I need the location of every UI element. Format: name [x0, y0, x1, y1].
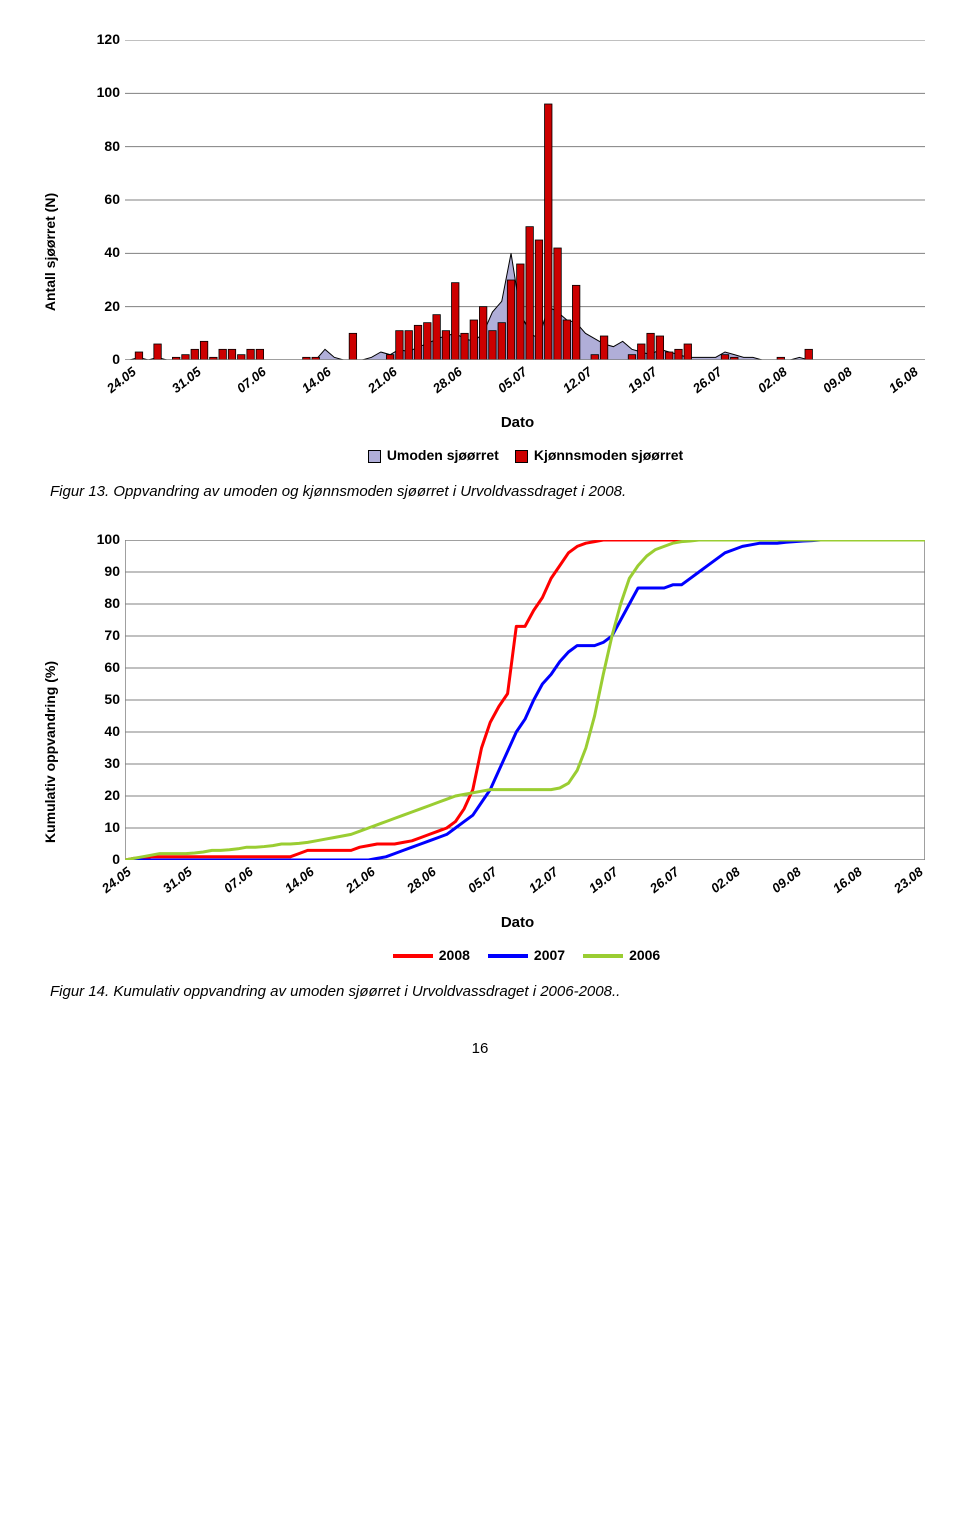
xtick-label: 23.08 — [891, 864, 926, 896]
xtick-label: 14.06 — [282, 864, 317, 896]
line-chart-xlabel: Dato — [125, 914, 910, 931]
ytick-label: 30 — [104, 755, 120, 771]
xtick-label: 09.08 — [820, 364, 855, 396]
xtick-label: 21.06 — [343, 864, 378, 896]
xtick-label: 09.08 — [769, 864, 804, 896]
xtick-label: 14.06 — [299, 364, 334, 396]
ytick-label: 70 — [104, 627, 120, 643]
legend-label: Kjønnsmoden sjøørret — [534, 447, 683, 463]
xtick-label: 12.07 — [525, 864, 560, 896]
ytick-label: 20 — [104, 298, 120, 314]
ytick-label: 100 — [97, 531, 120, 547]
xtick-label: 12.07 — [560, 364, 595, 396]
legend-line — [583, 954, 623, 958]
bar-chart-ylabel: Antall sjøørret (N) — [42, 192, 58, 310]
legend-line — [393, 954, 433, 958]
ytick-label: 80 — [104, 138, 120, 154]
legend-label: 2008 — [439, 947, 470, 963]
bar-chart-xticks: 24.0531.0507.0614.0621.0628.0605.0712.07… — [125, 360, 925, 410]
xtick-label: 02.08 — [708, 864, 743, 896]
legend-label: Umoden sjøørret — [387, 447, 499, 463]
ytick-label: 120 — [97, 31, 120, 47]
xtick-label: 24.05 — [99, 864, 134, 896]
figure-13-caption: Figur 13. Oppvandring av umoden og kjønn… — [50, 483, 910, 500]
xtick-label: 31.05 — [169, 364, 204, 396]
xtick-label: 16.08 — [830, 864, 865, 896]
line-chart-plot: 0102030405060708090100 — [125, 540, 925, 860]
xtick-label: 19.07 — [625, 364, 660, 396]
line-chart: Kumulativ oppvandring (%) 01020304050607… — [50, 540, 910, 963]
xtick-label: 05.07 — [465, 864, 500, 896]
ytick-label: 100 — [97, 84, 120, 100]
legend-swatch — [515, 450, 528, 463]
ytick-label: 20 — [104, 787, 120, 803]
bar-chart-legend: Umoden sjøørret Kjønnsmoden sjøørret — [125, 447, 910, 463]
ytick-label: 80 — [104, 595, 120, 611]
ytick-label: 50 — [104, 691, 120, 707]
bar-chart-plot: 020406080100120 — [125, 40, 925, 360]
xtick-label: 21.06 — [364, 364, 399, 396]
ytick-label: 90 — [104, 563, 120, 579]
line-chart-ylabel: Kumulativ oppvandring (%) — [42, 661, 58, 843]
xtick-label: 28.06 — [430, 364, 465, 396]
page-number: 16 — [50, 1040, 910, 1057]
xtick-label: 07.06 — [221, 864, 256, 896]
xtick-label: 26.07 — [647, 864, 682, 896]
bar-chart-xlabel: Dato — [125, 414, 910, 431]
xtick-label: 28.06 — [404, 864, 439, 896]
line-chart-xticks: 24.0531.0507.0614.0621.0628.0605.0712.07… — [125, 860, 925, 910]
ytick-label: 60 — [104, 659, 120, 675]
xtick-label: 26.07 — [690, 364, 725, 396]
legend-label: 2007 — [534, 947, 565, 963]
legend-label: 2006 — [629, 947, 660, 963]
ytick-label: 40 — [104, 244, 120, 260]
xtick-label: 02.08 — [755, 364, 790, 396]
figure-14-caption: Figur 14. Kumulativ oppvandring av umode… — [50, 983, 910, 1000]
xtick-label: 05.07 — [495, 364, 530, 396]
xtick-label: 19.07 — [586, 864, 621, 896]
legend-swatch — [368, 450, 381, 463]
legend-line — [488, 954, 528, 958]
bar-chart: Antall sjøørret (N) 020406080100120 24.0… — [50, 40, 910, 463]
ytick-label: 0 — [112, 851, 120, 867]
line-chart-legend: 2008 2007 2006 — [125, 947, 910, 963]
xtick-label: 07.06 — [234, 364, 269, 396]
xtick-label: 24.05 — [104, 364, 139, 396]
ytick-label: 40 — [104, 723, 120, 739]
xtick-label: 31.05 — [160, 864, 195, 896]
ytick-label: 10 — [104, 819, 120, 835]
xtick-label: 16.08 — [885, 364, 920, 396]
ytick-label: 0 — [112, 351, 120, 367]
ytick-label: 60 — [104, 191, 120, 207]
